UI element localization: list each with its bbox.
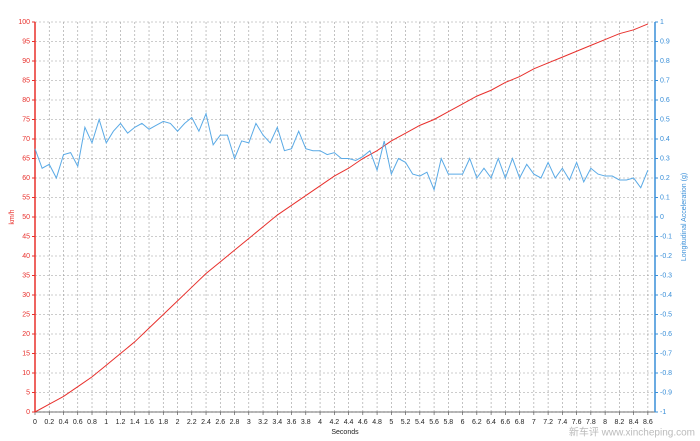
y-tick-label: 20 [22,331,30,338]
x-tick-label: 6.4 [486,419,496,426]
y-tick-label: 40 [22,253,30,260]
y2-tick-label: -0.6 [660,331,672,338]
x-tick-label: 6.2 [472,419,482,426]
y-tick-label: 100 [18,19,30,26]
y-tick-label: 45 [22,233,30,240]
x-tick-label: 2.6 [215,419,225,426]
x-tick-label: 8.2 [615,419,625,426]
x-tick-label: 0.2 [44,419,54,426]
y-tick-label: 35 [22,272,30,279]
x-tick-label: 4.8 [372,419,382,426]
x-tick-label: 0 [33,419,37,426]
y-tick-label: 75 [22,116,30,123]
x-tick-label: 0.6 [73,419,83,426]
x-tick-label: 2.4 [201,419,211,426]
x-tick-label: 2.8 [230,419,240,426]
x-tick-label: 1.6 [144,419,154,426]
y2-tick-label: 0 [660,214,664,221]
x-tick-label: 2 [176,419,180,426]
watermark: 新车评 www.xincheping.com [569,426,695,439]
y-tick-label: 80 [22,97,30,104]
y-tick-label: 5 [26,389,30,396]
y2-tick-label: -0.4 [660,292,672,299]
y-tick-label: 85 [22,77,30,84]
y-tick-label: 10 [22,370,30,377]
x-tick-label: 1.2 [116,419,126,426]
x-tick-label: 8 [603,419,607,426]
y2-axis-label: Longitudinal Acceleration (g) [681,173,688,261]
x-tick-label: 4.4 [344,419,354,426]
y-tick-label: 90 [22,58,30,65]
y2-tick-label: -0.8 [660,370,672,377]
x-tick-label: 3.8 [301,419,311,426]
x-tick-label: 7.2 [543,419,553,426]
series-line [34,111,649,192]
x-tick-label: 6 [461,419,465,426]
y2-tick-label: 0.4 [660,136,670,143]
x-tick-label: 7 [532,419,536,426]
x-tick-label: 1.8 [158,419,168,426]
y-tick-label: 50 [22,214,30,221]
x-tick-label: 6.6 [500,419,510,426]
y2-tick-label: 0.7 [660,77,670,84]
y2-tick-label: -0.5 [660,311,672,318]
y-tick-label: 55 [22,194,30,201]
y-tick-label: 60 [22,175,30,182]
x-tick-label: 3.6 [287,419,297,426]
x-tick-label: 4.6 [358,419,368,426]
x-tick-label: 3.2 [258,419,268,426]
x-tick-label: 8.4 [629,419,639,426]
x-tick-label: 6.8 [515,419,525,426]
x-tick-label: 7.6 [572,419,582,426]
x-tick-label: 7.8 [586,419,596,426]
y2-tick-label: -0.3 [660,272,672,279]
y2-tick-label: -0.2 [660,253,672,260]
series-line [34,23,649,413]
y2-tick-label: 1 [660,19,664,26]
x-tick-label: 3 [247,419,251,426]
y2-tick-label: 0.2 [660,175,670,182]
y2-tick-label: 0.9 [660,38,670,45]
y2-tick-label: 0.5 [660,116,670,123]
y2-tick-label: 0.3 [660,155,670,162]
x-tick-label: 4.2 [329,419,339,426]
y-tick-label: 15 [22,350,30,357]
x-tick-label: 3.4 [272,419,282,426]
y2-tick-label: 0.8 [660,58,670,65]
y-axis-label: km/h [9,209,16,224]
x-tick-label: 5.2 [401,419,411,426]
y2-tick-label: 0.1 [660,194,670,201]
y-tick-label: 0 [26,409,30,416]
y-tick-label: 30 [22,292,30,299]
x-tick-label: 8.6 [643,419,653,426]
y2-tick-label: -1 [660,409,666,416]
x-tick-label: 0.4 [59,419,69,426]
y2-tick-label: 0.6 [660,97,670,104]
y-tick-label: 65 [22,155,30,162]
y2-tick-label: -0.9 [660,389,672,396]
y2-tick-label: -0.1 [660,233,672,240]
y-tick-label: 95 [22,38,30,45]
x-tick-label: 0.8 [87,419,97,426]
x-tick-label: 1 [104,419,108,426]
x-tick-label: 4 [318,419,322,426]
x-tick-label: 5.4 [415,419,425,426]
x-axis-label: Seconds [331,429,359,436]
y-tick-label: 25 [22,311,30,318]
x-tick-label: 5.6 [429,419,439,426]
x-tick-label: 5 [389,419,393,426]
x-tick-label: 2.2 [187,419,197,426]
x-tick-label: 7.4 [557,419,567,426]
x-tick-label: 5.8 [443,419,453,426]
y2-tick-label: -0.7 [660,350,672,357]
y-tick-label: 70 [22,136,30,143]
x-tick-label: 1.4 [130,419,140,426]
